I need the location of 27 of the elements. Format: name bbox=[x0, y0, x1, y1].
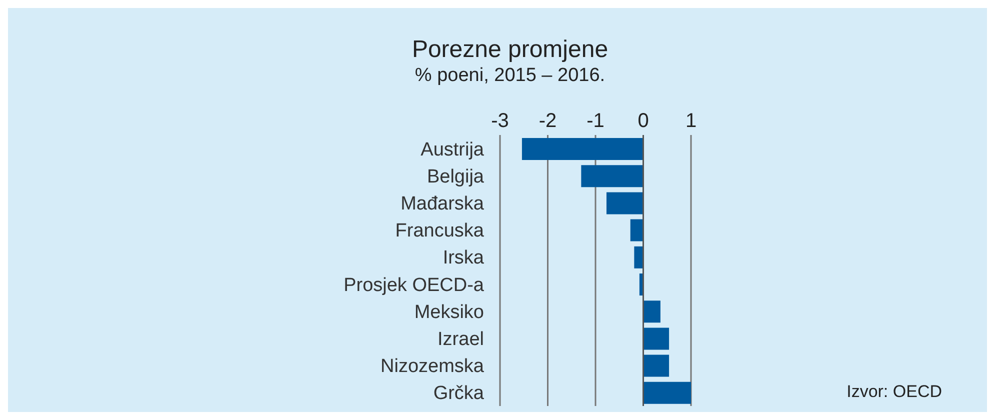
y-tick-label: Izrael bbox=[438, 328, 484, 350]
y-tick-label: Irska bbox=[442, 248, 484, 269]
x-tick-label: 0 bbox=[638, 110, 649, 132]
x-tick-label: -3 bbox=[491, 110, 509, 132]
bar bbox=[643, 382, 691, 404]
x-tick-label: -1 bbox=[586, 110, 604, 132]
bar bbox=[581, 165, 644, 188]
y-tick-label: Prosjek OECD-a bbox=[344, 274, 484, 296]
bar bbox=[634, 246, 644, 268]
bar bbox=[630, 219, 644, 242]
y-tick-label: Meksiko bbox=[414, 302, 484, 323]
y-tick-label: Mađarska bbox=[400, 193, 484, 214]
bar bbox=[522, 138, 644, 160]
y-tick-label: Belgija bbox=[426, 166, 484, 188]
bar bbox=[606, 192, 644, 214]
x-tick-label: 1 bbox=[685, 110, 697, 132]
y-tick-label: Grčka bbox=[433, 383, 484, 404]
y-tick-label: Austrija bbox=[420, 139, 484, 160]
chart-title: Porezne promjene bbox=[410, 36, 610, 65]
chart-subtitle: % poeni, 2015 – 2016. bbox=[414, 64, 606, 88]
text: Izvor: OECD bbox=[846, 382, 942, 402]
y-tick-label: Nizozemska bbox=[380, 356, 484, 378]
bar bbox=[643, 300, 660, 323]
y-tick-label: Francuska bbox=[395, 220, 484, 242]
bar bbox=[643, 328, 670, 350]
x-tick-label: -2 bbox=[538, 110, 557, 132]
bar bbox=[643, 354, 670, 377]
